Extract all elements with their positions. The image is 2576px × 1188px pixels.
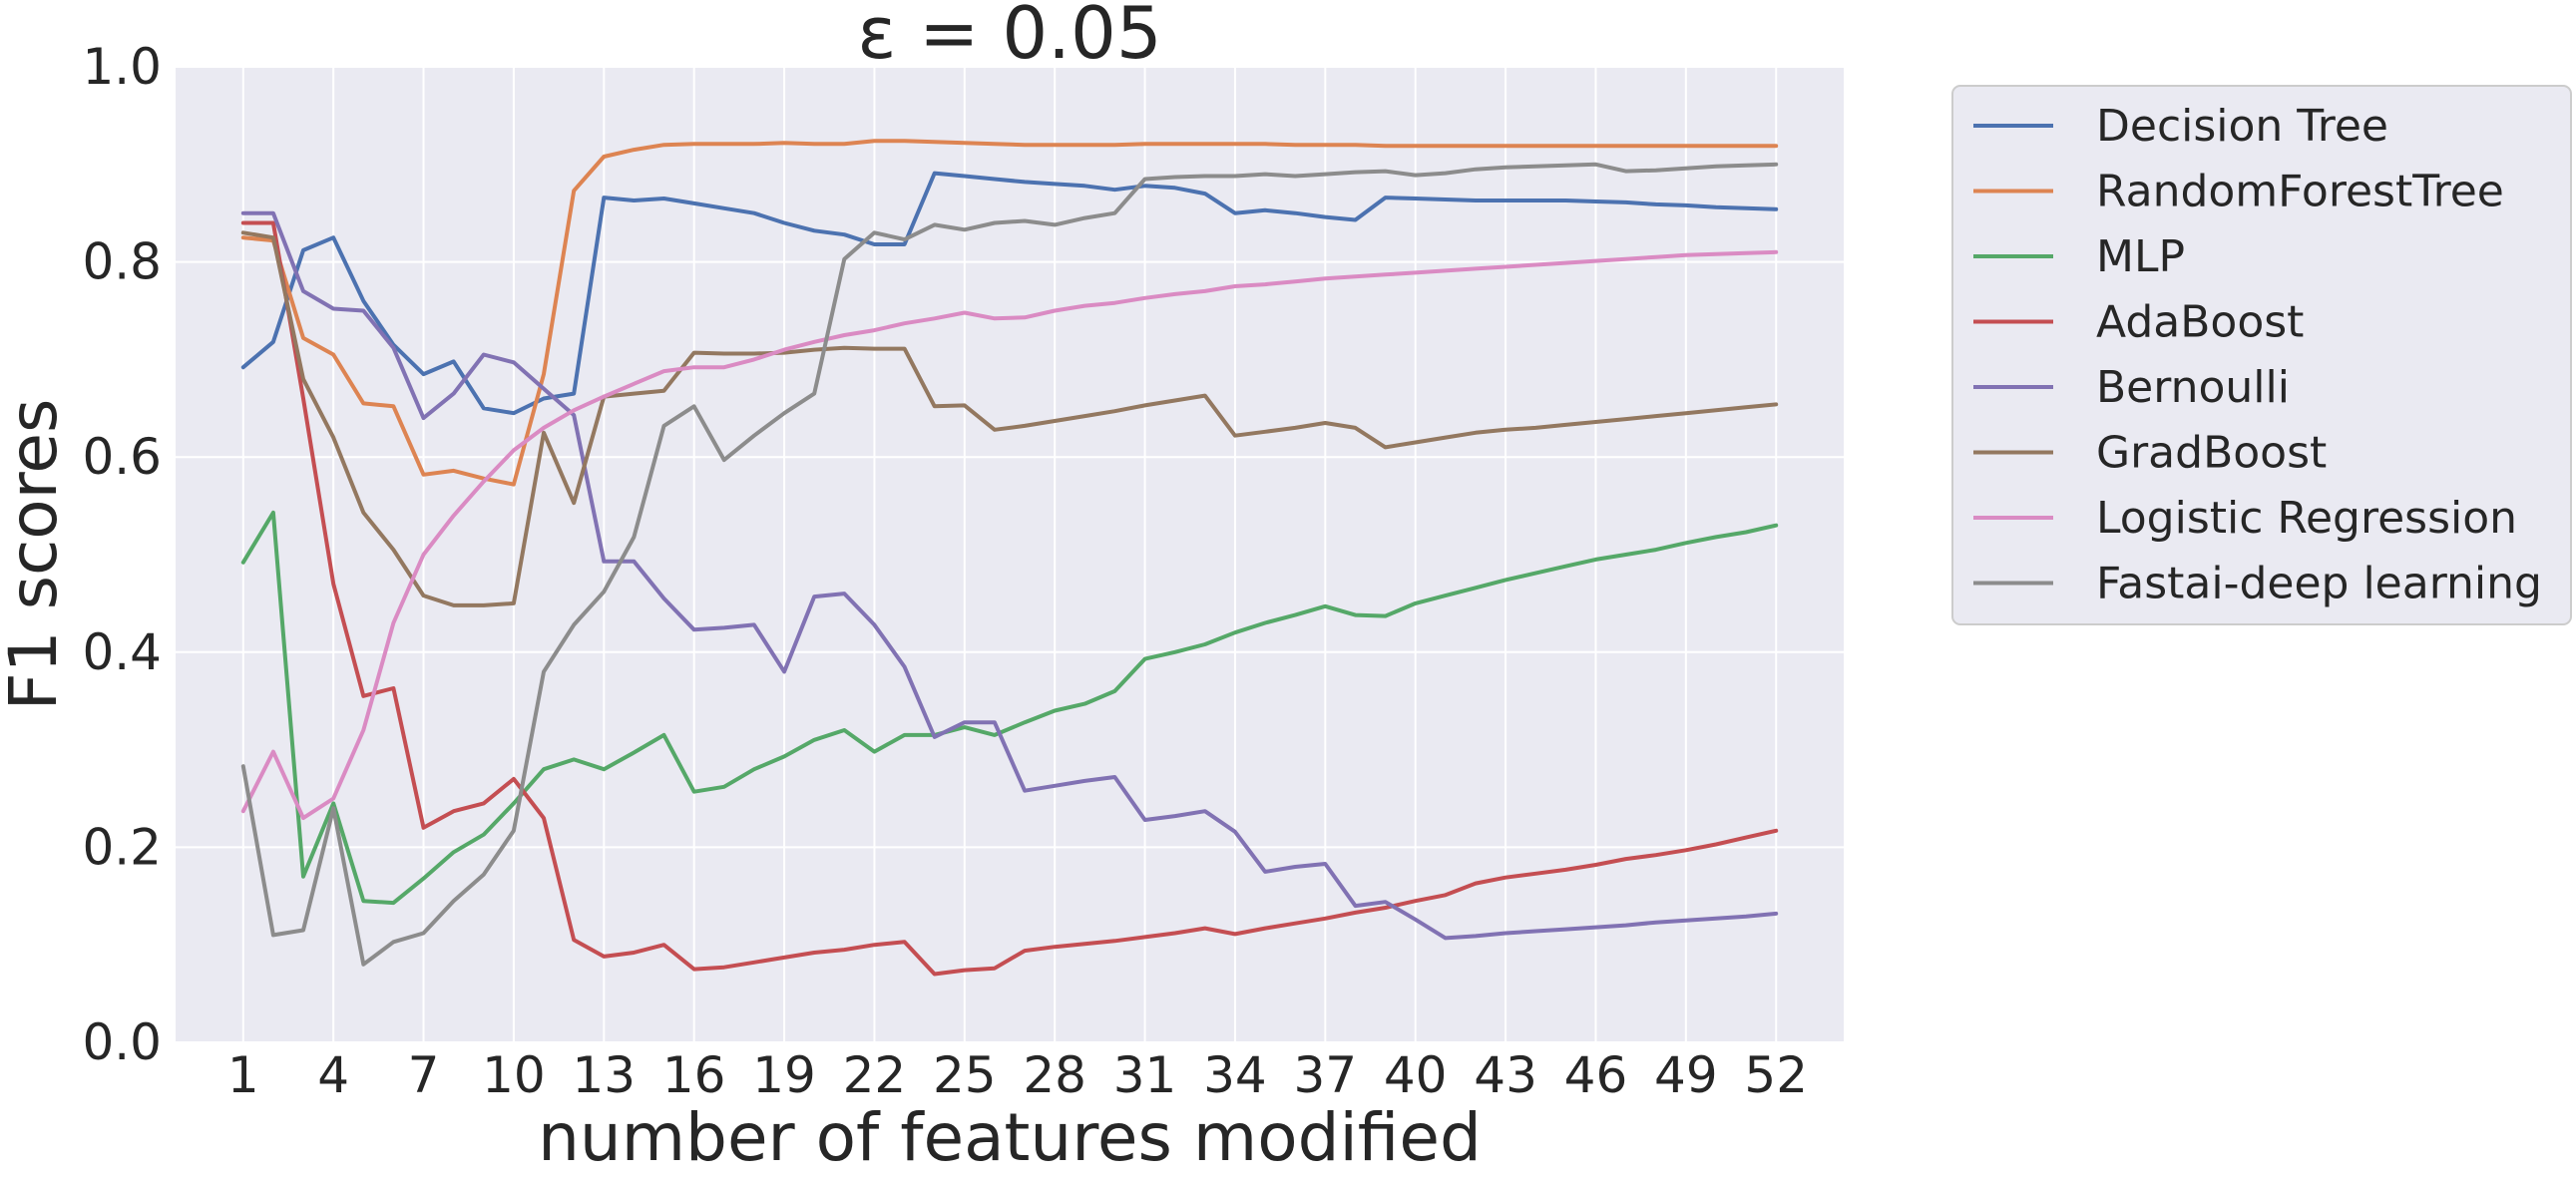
legend-label-gradboost: GradBoost bbox=[2096, 428, 2327, 479]
plot-background bbox=[176, 67, 1844, 1042]
series-line-mlp bbox=[240, 510, 1779, 906]
x-tick-label: 7 bbox=[408, 1046, 440, 1104]
x-tick-label: 46 bbox=[1564, 1046, 1628, 1104]
legend-label-randomforesttree: RandomForestTree bbox=[2096, 167, 2504, 217]
legend-box bbox=[1951, 85, 2572, 625]
series-line-gradboost bbox=[240, 230, 1779, 607]
legend-label-fastai-deep-learning: Fastai-deep learning bbox=[2096, 559, 2542, 609]
series-line-adaboost bbox=[240, 220, 1779, 977]
legend-items: Decision Tree RandomForestTree MLP AdaBoost… bbox=[1973, 101, 2542, 609]
y-axis-label: F1 scores bbox=[0, 399, 72, 711]
x-tick-label: 52 bbox=[1744, 1046, 1808, 1104]
x-tick-label: 28 bbox=[1023, 1046, 1086, 1104]
x-tick-label: 49 bbox=[1654, 1046, 1718, 1104]
y-tick-label: 0.4 bbox=[82, 623, 162, 681]
x-tick-label: 34 bbox=[1203, 1046, 1267, 1104]
x-tick-label: 1 bbox=[227, 1046, 259, 1104]
x-tick-label: 16 bbox=[662, 1046, 726, 1104]
x-axis-label: number of features modified bbox=[538, 1099, 1482, 1176]
x-tick-label: 22 bbox=[843, 1046, 907, 1104]
y-tick-labels: 0.0 0.2 0.4 0.6 0.8 1.0 bbox=[82, 38, 162, 1071]
x-tick-labels: 1 4 7 10 13 16 19 22 25 28 31 34 37 40 43 46 49 52 bbox=[227, 1046, 1808, 1104]
series-line-randomforesttree bbox=[240, 139, 1779, 487]
x-tick-label: 25 bbox=[933, 1046, 997, 1104]
y-tick-label: 1.0 bbox=[82, 38, 162, 96]
legend-label-mlp: MLP bbox=[2096, 231, 2185, 282]
x-tick-label: 13 bbox=[572, 1046, 636, 1104]
series-line-bernoulli bbox=[240, 210, 1779, 941]
y-tick-label: 0.8 bbox=[82, 233, 162, 291]
x-tick-label: 43 bbox=[1474, 1046, 1537, 1104]
legend-label-adaboost: AdaBoost bbox=[2096, 297, 2304, 348]
x-tick-label: 31 bbox=[1113, 1046, 1177, 1104]
series-line-logistic-regression bbox=[240, 249, 1779, 821]
legend-label-logistic-regression: Logistic Regression bbox=[2096, 493, 2517, 544]
y-tick-label: 0.6 bbox=[82, 428, 162, 486]
series-line-decision-tree bbox=[240, 171, 1779, 416]
x-tick-label: 19 bbox=[752, 1046, 816, 1104]
x-tick-label: 4 bbox=[317, 1046, 349, 1104]
legend-label-decision-tree: Decision Tree bbox=[2096, 101, 2388, 152]
y-tick-label: 0.0 bbox=[82, 1013, 162, 1071]
y-tick-label: 0.2 bbox=[82, 818, 162, 876]
legend: Decision Tree RandomForestTree MLP AdaBoost… bbox=[1951, 85, 2572, 625]
chart-title: ε = 0.05 bbox=[857, 0, 1161, 75]
series-line-fastai-deep-learning bbox=[240, 162, 1779, 967]
x-tick-label: 37 bbox=[1294, 1046, 1358, 1104]
series-lines bbox=[240, 139, 1779, 977]
legend-label-bernoulli: Bernoulli bbox=[2096, 362, 2290, 413]
x-tick-label: 40 bbox=[1384, 1046, 1448, 1104]
x-tick-label: 10 bbox=[482, 1046, 546, 1104]
